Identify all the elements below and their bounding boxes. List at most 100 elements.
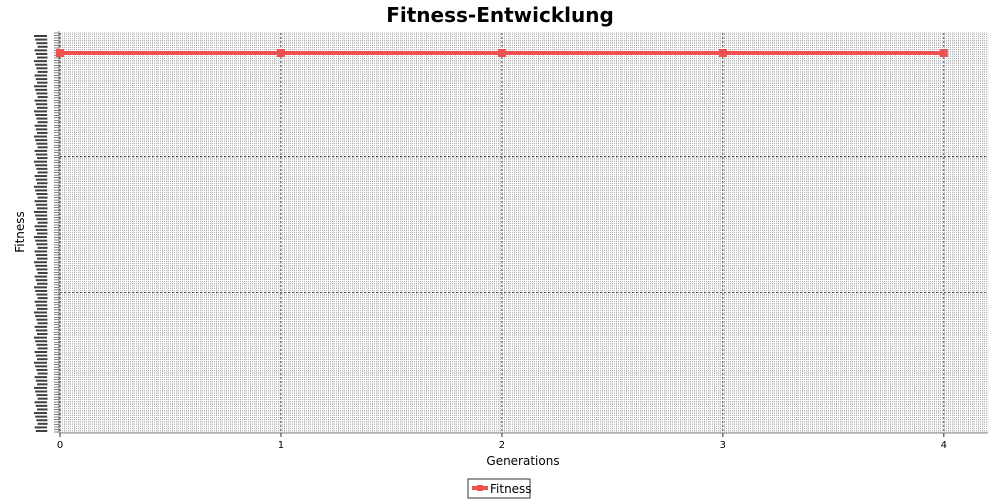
y-tick-label-illegible [34,351,48,353]
y-tick-label-illegible [35,38,48,41]
y-tick-label-illegible [34,386,47,389]
y-tick-label-illegible [36,243,48,246]
y-tick-label-illegible [35,329,48,332]
data-point [56,49,64,57]
y-tick-label-illegible [35,139,48,142]
y-tick-label-illegible [34,60,47,63]
y-tick-label-illegible [35,365,48,368]
y-tick-label-illegible [35,430,48,432]
y-tick-label-illegible [35,88,48,91]
y-tick-label-illegible [37,56,48,59]
y-tick-label-illegible [35,203,48,206]
y-tick-label-illegible [34,225,48,228]
y-tick-label-illegible [35,304,48,307]
y-tick-label-illegible [35,78,48,81]
y-tick-label-illegible [37,307,48,310]
y-tick-label-illegible [35,214,48,217]
y-tick-label-illegible [34,110,47,113]
y-tick-label-illegible [34,275,48,278]
x-tick-label: 4 [941,440,947,451]
y-tick-label-illegible [37,257,48,260]
plot-area: 0 1 2 3 4 [34,31,989,451]
y-tick-label-illegible [37,333,48,336]
y-tick-label-illegible [37,45,48,48]
y-tick-label-illegible [35,340,48,343]
y-tick-label-illegible [34,311,47,314]
y-tick-label-illegible [34,286,47,289]
legend: Fitness [467,478,532,499]
y-tick-label-illegible [37,106,48,109]
y-tick-label-illegible [37,358,48,361]
y-tick-label-illegible [35,178,48,181]
data-point [718,49,727,57]
y-tick-label-illegible [37,347,48,350]
legend-series-marker [477,485,483,491]
y-tick-label-illegible [37,121,48,124]
y-tick-label-illegible [37,397,48,400]
y-tick-label-illegible [35,114,48,116]
y-tick-label-illegible [36,419,48,422]
y-tick-label-illegible [36,394,48,397]
y-tick-label-illegible [35,279,48,282]
y-tick-label-illegible [34,149,48,152]
y-tick-label-illegible [34,376,48,379]
y-tick-label-illegible [36,92,48,95]
y-tick-label-illegible [36,268,48,271]
y-tick-label-illegible [37,408,48,411]
y-tick-label-illegible [37,157,48,160]
y-tick-label-illegible [34,300,48,303]
data-point [939,49,948,57]
y-tick-label-illegible [34,261,47,264]
y-tick-label-illegible [36,117,48,120]
y-tick-label-illegible [36,368,48,371]
y-tick-label-illegible [36,67,48,70]
y-tick-label-illegible [35,228,48,231]
y-tick-label-illegible [36,293,48,296]
y-tick-label-illegible [35,354,48,357]
y-tick-label-illegible [34,85,47,88]
y-tick-label-illegible [37,246,48,249]
y-tick-label-illegible [34,336,47,339]
y-tick-label-illegible [34,325,48,328]
y-tick-label-illegible [35,404,48,407]
y-tick-label-illegible [37,232,48,235]
y-tick-label-illegible [34,200,48,203]
y-tick-label-illegible [34,236,47,239]
y-tick-label-illegible [37,282,48,285]
y-tick-label-illegible [34,412,47,415]
y-tick-label-illegible [34,35,47,37]
y-tick-label-illegible [34,135,47,138]
x-axis-label: Generations [486,454,559,468]
x-tick-label: 2 [499,440,505,451]
y-tick-label-illegible [35,415,48,418]
y-tick-label-illegible [35,189,48,192]
legend-box [467,478,531,499]
y-tick-label-illegible [34,426,48,429]
y-tick-label-illegible [34,250,48,253]
y-tick-label-illegible [37,81,48,84]
y-tick-label-illegible [34,160,47,163]
y-tick-label-illegible [37,96,48,99]
y-tick-label-illegible [34,99,48,102]
y-tick-label-illegible [37,182,48,185]
y-tick-label-illegible [37,322,48,325]
y-tick-label-illegible [37,207,48,210]
y-axis-label: Fitness [13,211,27,253]
y-tick-label-illegible [37,146,48,149]
data-point [277,49,285,57]
x-tick-label: 0 [57,440,63,451]
y-tick-label-illegible [34,361,47,364]
y-tick-label-illegible [35,239,48,242]
y-tick-label-illegible [34,74,48,77]
y-tick-label-illegible [35,379,48,382]
chart-title: Fitness-Entwicklung [386,3,614,27]
data-point [497,49,506,57]
y-tick-label-illegible [37,131,48,134]
y-tick-label-illegible [36,218,48,221]
x-tick-label: 3 [720,440,726,451]
y-tick-label-illegible [35,315,48,318]
y-tick-label-illegible [37,196,48,199]
y-tick-label-illegible [36,42,48,45]
y-tick-label-illegible [37,171,48,174]
